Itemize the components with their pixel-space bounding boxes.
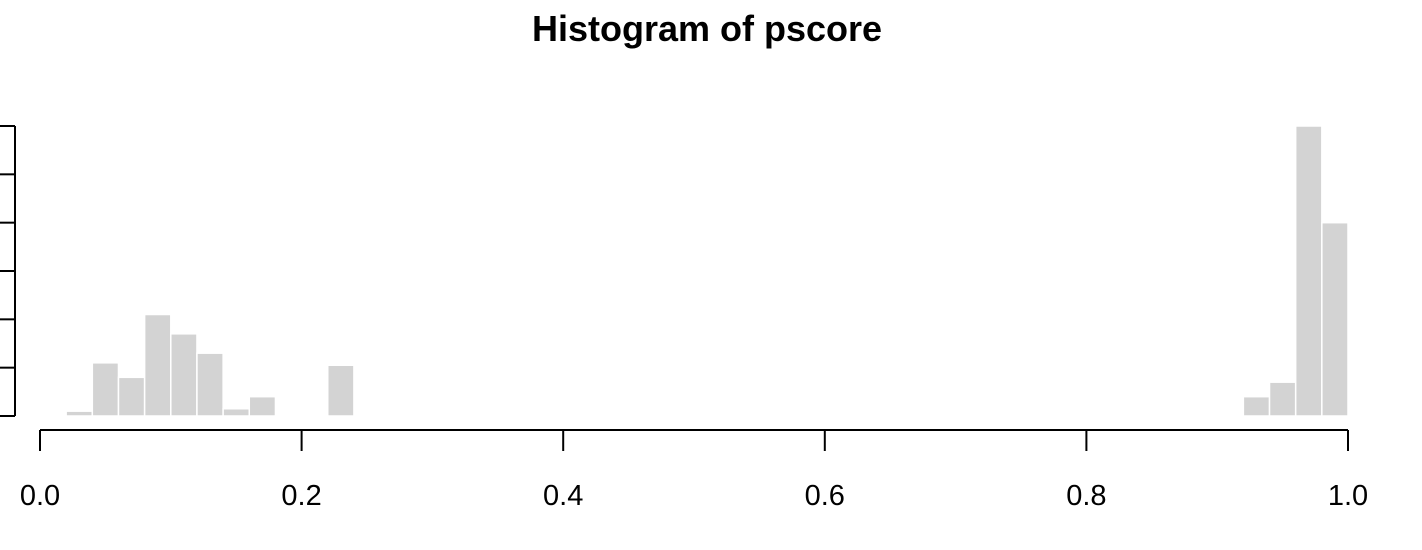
histogram-bar xyxy=(65,410,94,417)
histogram-bars xyxy=(65,125,1349,417)
histogram-bar xyxy=(1268,381,1297,417)
x-tick-label: 0.6 xyxy=(805,480,845,512)
histogram-bar xyxy=(143,313,172,417)
chart-title: Histogram of pscore xyxy=(532,8,882,49)
x-tick-label: 0.0 xyxy=(20,480,60,512)
x-axis: 0.0 0.2 0.4 0.6 0.8 1.0 xyxy=(20,429,1368,512)
x-tick-label: 0.4 xyxy=(543,480,583,512)
y-axis xyxy=(0,125,16,417)
histogram-bar xyxy=(1242,395,1271,417)
x-tick-label: 0.2 xyxy=(281,480,321,512)
x-tick-label: 0.8 xyxy=(1066,480,1106,512)
histogram-bar xyxy=(1321,221,1349,417)
x-tick-label: 1.0 xyxy=(1328,480,1368,512)
histogram-bar xyxy=(1294,125,1323,417)
histogram-bar xyxy=(222,408,251,417)
histogram-bar xyxy=(327,364,355,417)
histogram-bar xyxy=(117,376,146,417)
histogram-bar xyxy=(91,362,120,417)
histogram-bar xyxy=(248,395,277,417)
histogram-bar xyxy=(170,333,198,417)
histogram-bar xyxy=(196,352,224,417)
